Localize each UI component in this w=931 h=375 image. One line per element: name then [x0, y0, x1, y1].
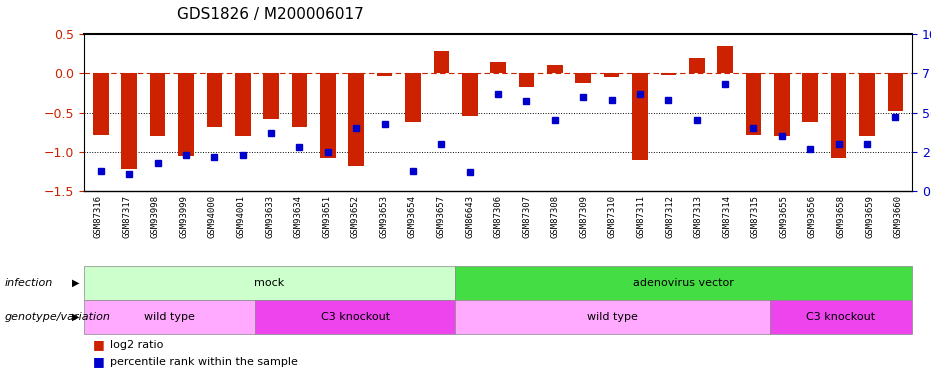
Text: GSM87309: GSM87309 [579, 195, 588, 238]
Text: C3 knockout: C3 knockout [806, 312, 875, 322]
Bar [405, 73, 421, 122]
Text: GSM93656: GSM93656 [808, 195, 816, 238]
Bar [632, 73, 648, 160]
Bar [263, 73, 279, 119]
Text: GSM93655: GSM93655 [779, 195, 789, 238]
Text: percentile rank within the sample: percentile rank within the sample [110, 357, 298, 367]
Text: mock: mock [254, 278, 285, 288]
Bar [830, 73, 846, 158]
Bar [462, 73, 478, 116]
Bar [604, 73, 619, 77]
Bar [207, 73, 223, 127]
Text: GSM93998: GSM93998 [151, 195, 160, 238]
Text: GSM86643: GSM86643 [465, 195, 474, 238]
Text: GSM87316: GSM87316 [94, 195, 102, 238]
Text: adenovirus vector: adenovirus vector [633, 278, 735, 288]
Text: GSM93659: GSM93659 [865, 195, 874, 238]
Text: GSM93999: GSM93999 [180, 195, 188, 238]
Bar [121, 73, 137, 169]
Text: log2 ratio: log2 ratio [110, 340, 163, 350]
Text: GSM93654: GSM93654 [408, 195, 417, 238]
Text: wild type: wild type [144, 312, 195, 322]
Text: GSM93651: GSM93651 [322, 195, 331, 238]
Text: GSM87314: GSM87314 [722, 195, 731, 238]
Text: GSM93652: GSM93652 [351, 195, 359, 238]
Text: GSM94000: GSM94000 [208, 195, 217, 238]
Text: genotype/variation: genotype/variation [5, 312, 111, 322]
Bar [746, 73, 762, 135]
Bar [575, 73, 591, 82]
Bar [887, 73, 903, 111]
Bar [434, 51, 449, 73]
Text: GSM93653: GSM93653 [379, 195, 388, 238]
Text: GSM87310: GSM87310 [608, 195, 617, 238]
Text: C3 knockout: C3 knockout [320, 312, 390, 322]
Text: GSM87312: GSM87312 [665, 195, 674, 238]
Bar [717, 46, 733, 73]
Bar [93, 73, 109, 135]
Text: ■: ■ [93, 339, 105, 351]
Text: wild type: wild type [587, 312, 638, 322]
Text: GSM93657: GSM93657 [437, 195, 445, 238]
Text: ▶: ▶ [72, 278, 79, 288]
Text: ■: ■ [93, 356, 105, 368]
Bar [320, 73, 336, 158]
Text: GSM93633: GSM93633 [265, 195, 274, 238]
Text: GSM93660: GSM93660 [894, 195, 902, 238]
Bar [348, 73, 364, 166]
Text: GSM87308: GSM87308 [551, 195, 560, 238]
Text: GSM87307: GSM87307 [522, 195, 532, 238]
Bar [803, 73, 818, 122]
Text: GDS1826 / M200006017: GDS1826 / M200006017 [177, 8, 364, 22]
Text: GSM87306: GSM87306 [493, 195, 503, 238]
Text: GSM87315: GSM87315 [750, 195, 760, 238]
Text: GSM87313: GSM87313 [694, 195, 703, 238]
Bar [547, 65, 562, 73]
Bar [178, 73, 194, 156]
Text: GSM93658: GSM93658 [836, 195, 845, 238]
Bar [150, 73, 166, 136]
Bar [291, 73, 307, 127]
Bar [491, 62, 506, 73]
Text: GSM87311: GSM87311 [637, 195, 645, 238]
Text: GSM87317: GSM87317 [122, 195, 131, 238]
Text: GSM94001: GSM94001 [236, 195, 246, 238]
Bar [519, 73, 534, 87]
Text: ▶: ▶ [72, 312, 79, 322]
Bar [377, 73, 392, 76]
Bar [689, 58, 705, 73]
Bar [235, 73, 250, 136]
Text: infection: infection [5, 278, 53, 288]
Text: GSM93634: GSM93634 [293, 195, 303, 238]
Bar [660, 73, 676, 75]
Bar [859, 73, 875, 136]
Bar [774, 73, 789, 136]
